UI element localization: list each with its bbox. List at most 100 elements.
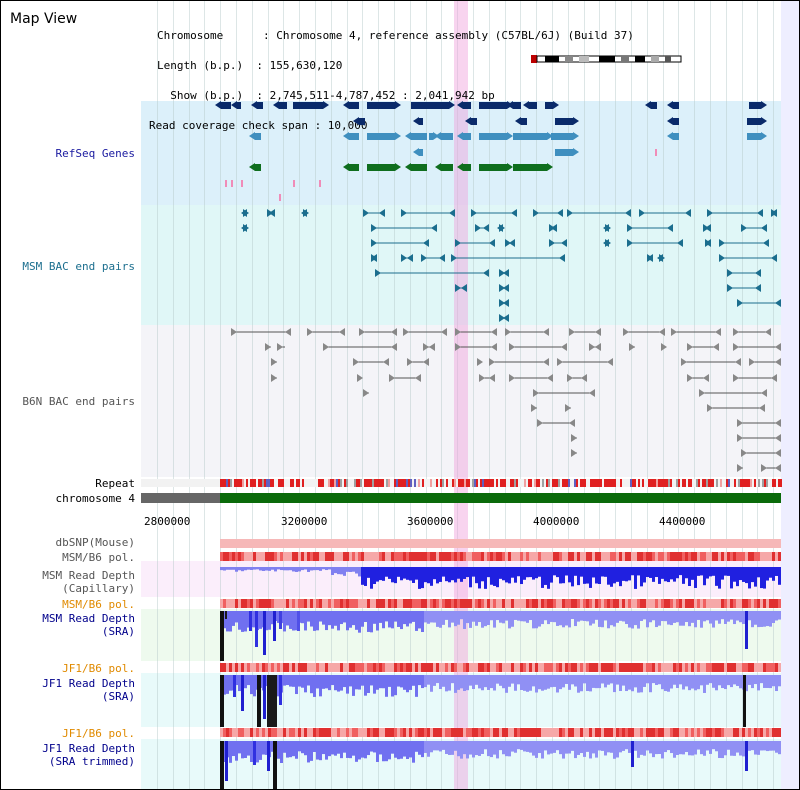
- dbsnp-label[interactable]: dbSNP(Mouse): [55, 536, 135, 549]
- jf1-sra-depth-label[interactable]: JF1 Read Depth (SRA): [42, 677, 135, 703]
- jf1-b6-polymorphism: [613, 728, 616, 737]
- msm-capillary-depth-bar: [562, 567, 565, 584]
- jf1-b6-polymorphism: [667, 728, 670, 737]
- msm-b6-polymorphism: [589, 552, 592, 561]
- chromosome-ideogram[interactable]: [531, 54, 682, 64]
- jf1-b6-polymorphism: [775, 728, 778, 737]
- jf1-sra-depth-bar: [619, 675, 622, 692]
- selection-highlight[interactable]: [454, 1, 468, 789]
- msm-b6-polymorphism: [505, 599, 508, 608]
- jf1-b6-polymorphism: [268, 663, 271, 672]
- jf1-b6-polymorphism: [400, 728, 403, 737]
- repeat-element: [702, 479, 704, 487]
- b6n-bac-end: [759, 404, 765, 412]
- msm-b6-polymorphism: [562, 552, 565, 561]
- msm-b6-polymorphism: [277, 552, 280, 561]
- jf1-sra-depth-bar: [613, 675, 616, 693]
- refseq-gene-arrow: [435, 132, 441, 140]
- msm-b6-polymorphism: [544, 552, 547, 561]
- jf1-b6-polymorphism: [730, 728, 733, 737]
- msm-sra-depth-label[interactable]: MSM Read Depth (SRA): [42, 612, 135, 638]
- repeat-element: [504, 479, 506, 487]
- msm-sra-depth-bar: [523, 611, 526, 622]
- jf1-sra-depth-bar: [655, 675, 658, 685]
- repeat-element: [542, 479, 544, 487]
- jf1-b6-polymorphism: [262, 728, 265, 737]
- msm-sra-depth-bar: [391, 611, 394, 629]
- jf1-trim-depth-label[interactable]: JF1 Read Depth (SRA trimmed): [42, 742, 135, 768]
- repeat-element: [696, 479, 698, 487]
- jf1-b6-polymorphism: [556, 663, 559, 672]
- repeat-element: [406, 479, 408, 487]
- b6n-bac-end: [543, 328, 549, 336]
- b6n-bac-end: [737, 419, 743, 427]
- repeat-element: [510, 479, 512, 487]
- msm-capillary-depth-bar: [391, 567, 394, 583]
- refseq-gene-arrow: [761, 132, 767, 140]
- msm-capillary-depth-bar: [415, 567, 418, 580]
- jf1-b6-polymorphism: [604, 728, 607, 737]
- repeat-element: [610, 479, 612, 487]
- repeat-element: [410, 479, 412, 487]
- msm-sra-depth-bar: [658, 611, 661, 626]
- refseq-gene-marker: [231, 180, 233, 187]
- jf1-b6-polymorphism: [661, 663, 664, 672]
- msm-capillary-depth-bar: [547, 567, 550, 589]
- msm-b6-polymorphism: [589, 599, 592, 608]
- msm-b6-polymorphism: [430, 552, 433, 561]
- repeat-element: [408, 479, 410, 487]
- msm-b6-polymorphism: [415, 552, 418, 561]
- msm-b6-polymorphism: [457, 552, 460, 561]
- jf1-b6-polymorphism: [709, 663, 712, 672]
- msm-b6-polymorphism: [748, 552, 751, 561]
- repeat-element: [706, 479, 708, 487]
- msm-b6-pol-label-1[interactable]: MSM/B6 pol.: [62, 551, 135, 564]
- msm-b6-polymorphism: [268, 599, 271, 608]
- b6n-bac-label[interactable]: B6N BAC end pairs: [22, 395, 135, 408]
- refseq-gene-marker: [279, 194, 281, 201]
- jf1-b6-polymorphism: [322, 663, 325, 672]
- jf1-trimmed-depth-bar: [382, 741, 385, 762]
- jf1-b6-polymorphism: [367, 663, 370, 672]
- jf1-trimmed-depth-bar: [376, 741, 379, 762]
- msm-b6-pol-label-2[interactable]: MSM/B6 pol.: [62, 598, 135, 611]
- msm-b6-polymorphism: [538, 599, 541, 608]
- msm-bac-end: [657, 254, 663, 262]
- msm-bac-label[interactable]: MSM BAC end pairs: [22, 260, 135, 273]
- repeat-element: [484, 479, 486, 487]
- jf1-trimmed-depth-bar: [349, 741, 352, 759]
- refseq-gene-arrow: [395, 101, 401, 109]
- b6n-bac-end: [569, 419, 575, 427]
- jf1-b6-polymorphism: [412, 728, 415, 737]
- jf1-sra-depth-bar: [604, 675, 607, 688]
- msm-b6-polymorphism: [610, 599, 613, 608]
- refseq-genes-label[interactable]: RefSeq Genes: [55, 147, 135, 160]
- repeat-element: [614, 479, 616, 487]
- jf1-sra-depth-bar: [451, 675, 454, 684]
- b6n-bac-end: [775, 434, 781, 442]
- repeat-element: [590, 479, 592, 487]
- jf1-b6-polymorphism: [619, 663, 622, 672]
- msm-b6-polymorphism: [403, 552, 406, 561]
- jf1-b6-pol-label-2[interactable]: JF1/B6 pol.: [62, 727, 135, 740]
- msm-sra-depth-bar-spike: [745, 611, 748, 649]
- msm-sra-depth-bar: [661, 611, 664, 622]
- refseq-gene-arrow: [323, 101, 329, 109]
- msm-bac-end: [719, 239, 725, 247]
- msm-b6-polymorphism: [652, 599, 655, 608]
- jf1-b6-polymorphism: [670, 663, 673, 672]
- msm-b6-polymorphism: [553, 552, 556, 561]
- jf1-b6-polymorphism: [625, 728, 628, 737]
- jf1-sra-depth-bar: [283, 675, 286, 686]
- b6n-bac-end: [455, 343, 461, 351]
- jf1-trimmed-depth-bar: [685, 741, 688, 753]
- msm-b6-polymorphism: [319, 552, 322, 561]
- jf1-b6-polymorphism: [472, 728, 475, 737]
- jf1-b6-polymorphism: [658, 728, 661, 737]
- msm-cap-depth-label[interactable]: MSM Read Depth (Capillary): [42, 569, 135, 595]
- jf1-trimmed-depth-bar: [328, 741, 331, 757]
- jf1-b6-pol-label-1[interactable]: JF1/B6 pol.: [62, 662, 135, 675]
- jf1-trimmed-depth-bar: [667, 741, 670, 751]
- msm-b6-polymorphism: [493, 599, 496, 608]
